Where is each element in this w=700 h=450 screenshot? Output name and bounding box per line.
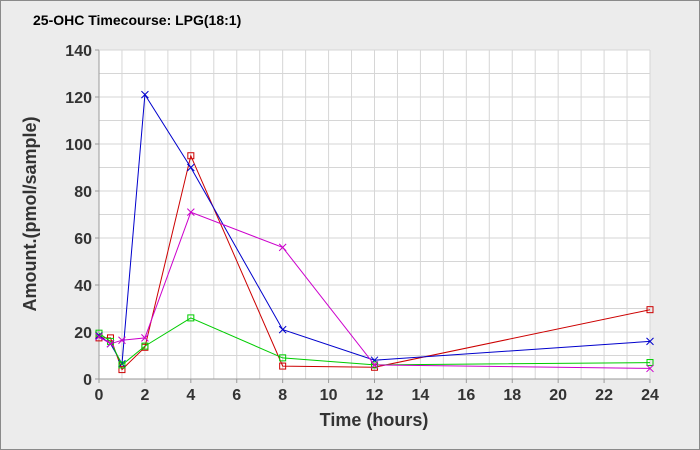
y-tick-label: 80 [74, 184, 92, 201]
y-tick-label: 0 [83, 372, 92, 389]
data-point [118, 366, 126, 374]
data-point [141, 342, 149, 350]
data-point [279, 362, 287, 370]
x-tick-label: 0 [95, 387, 104, 404]
x-tick-label: 8 [278, 387, 287, 404]
data-point [118, 336, 126, 345]
series-line [98, 93, 651, 366]
x-tick-label: 10 [320, 387, 338, 404]
data-point [118, 361, 126, 369]
data-point [187, 152, 195, 160]
y-axis-label: Amount.(pmol/sample) [20, 116, 40, 311]
x-axis-label: Time (hours) [320, 410, 429, 430]
series-4 [95, 208, 654, 373]
data-point [278, 325, 287, 334]
y-tick-label: 120 [65, 90, 92, 107]
y-tick-label: 100 [65, 137, 92, 154]
y-tick-label: 140 [65, 43, 92, 60]
axes [95, 49, 651, 383]
series-group [95, 90, 654, 374]
data-point [186, 208, 195, 217]
data-point [646, 306, 654, 314]
x-tick-label: 18 [503, 387, 521, 404]
x-tick-label: 22 [595, 387, 613, 404]
y-tick-label: 60 [74, 231, 92, 248]
data-point [646, 337, 654, 346]
grid-lines [98, 49, 651, 380]
chart-title: 25-OHC Timecourse: LPG(18:1) [33, 12, 242, 28]
data-point [95, 332, 103, 341]
x-tick-label: 2 [140, 387, 149, 404]
series-line [98, 211, 651, 369]
y-tick-label: 20 [74, 325, 92, 342]
data-point [278, 243, 287, 252]
y-tick-label: 40 [74, 278, 92, 295]
x-tick-label: 14 [412, 387, 430, 404]
x-tick-label: 20 [549, 387, 567, 404]
data-point [646, 359, 654, 367]
data-point [186, 163, 195, 172]
data-point [141, 90, 149, 99]
data-point [279, 354, 287, 362]
x-tick-label: 16 [457, 387, 475, 404]
x-tick-label: 12 [366, 387, 384, 404]
data-point [187, 314, 195, 322]
x-tick-label: 24 [641, 387, 659, 404]
data-point [141, 334, 149, 342]
data-point [646, 364, 654, 373]
data-point [106, 339, 115, 348]
data-point [370, 361, 379, 369]
x-tick-label: 6 [232, 387, 241, 404]
x-tick-label: 4 [186, 387, 195, 404]
